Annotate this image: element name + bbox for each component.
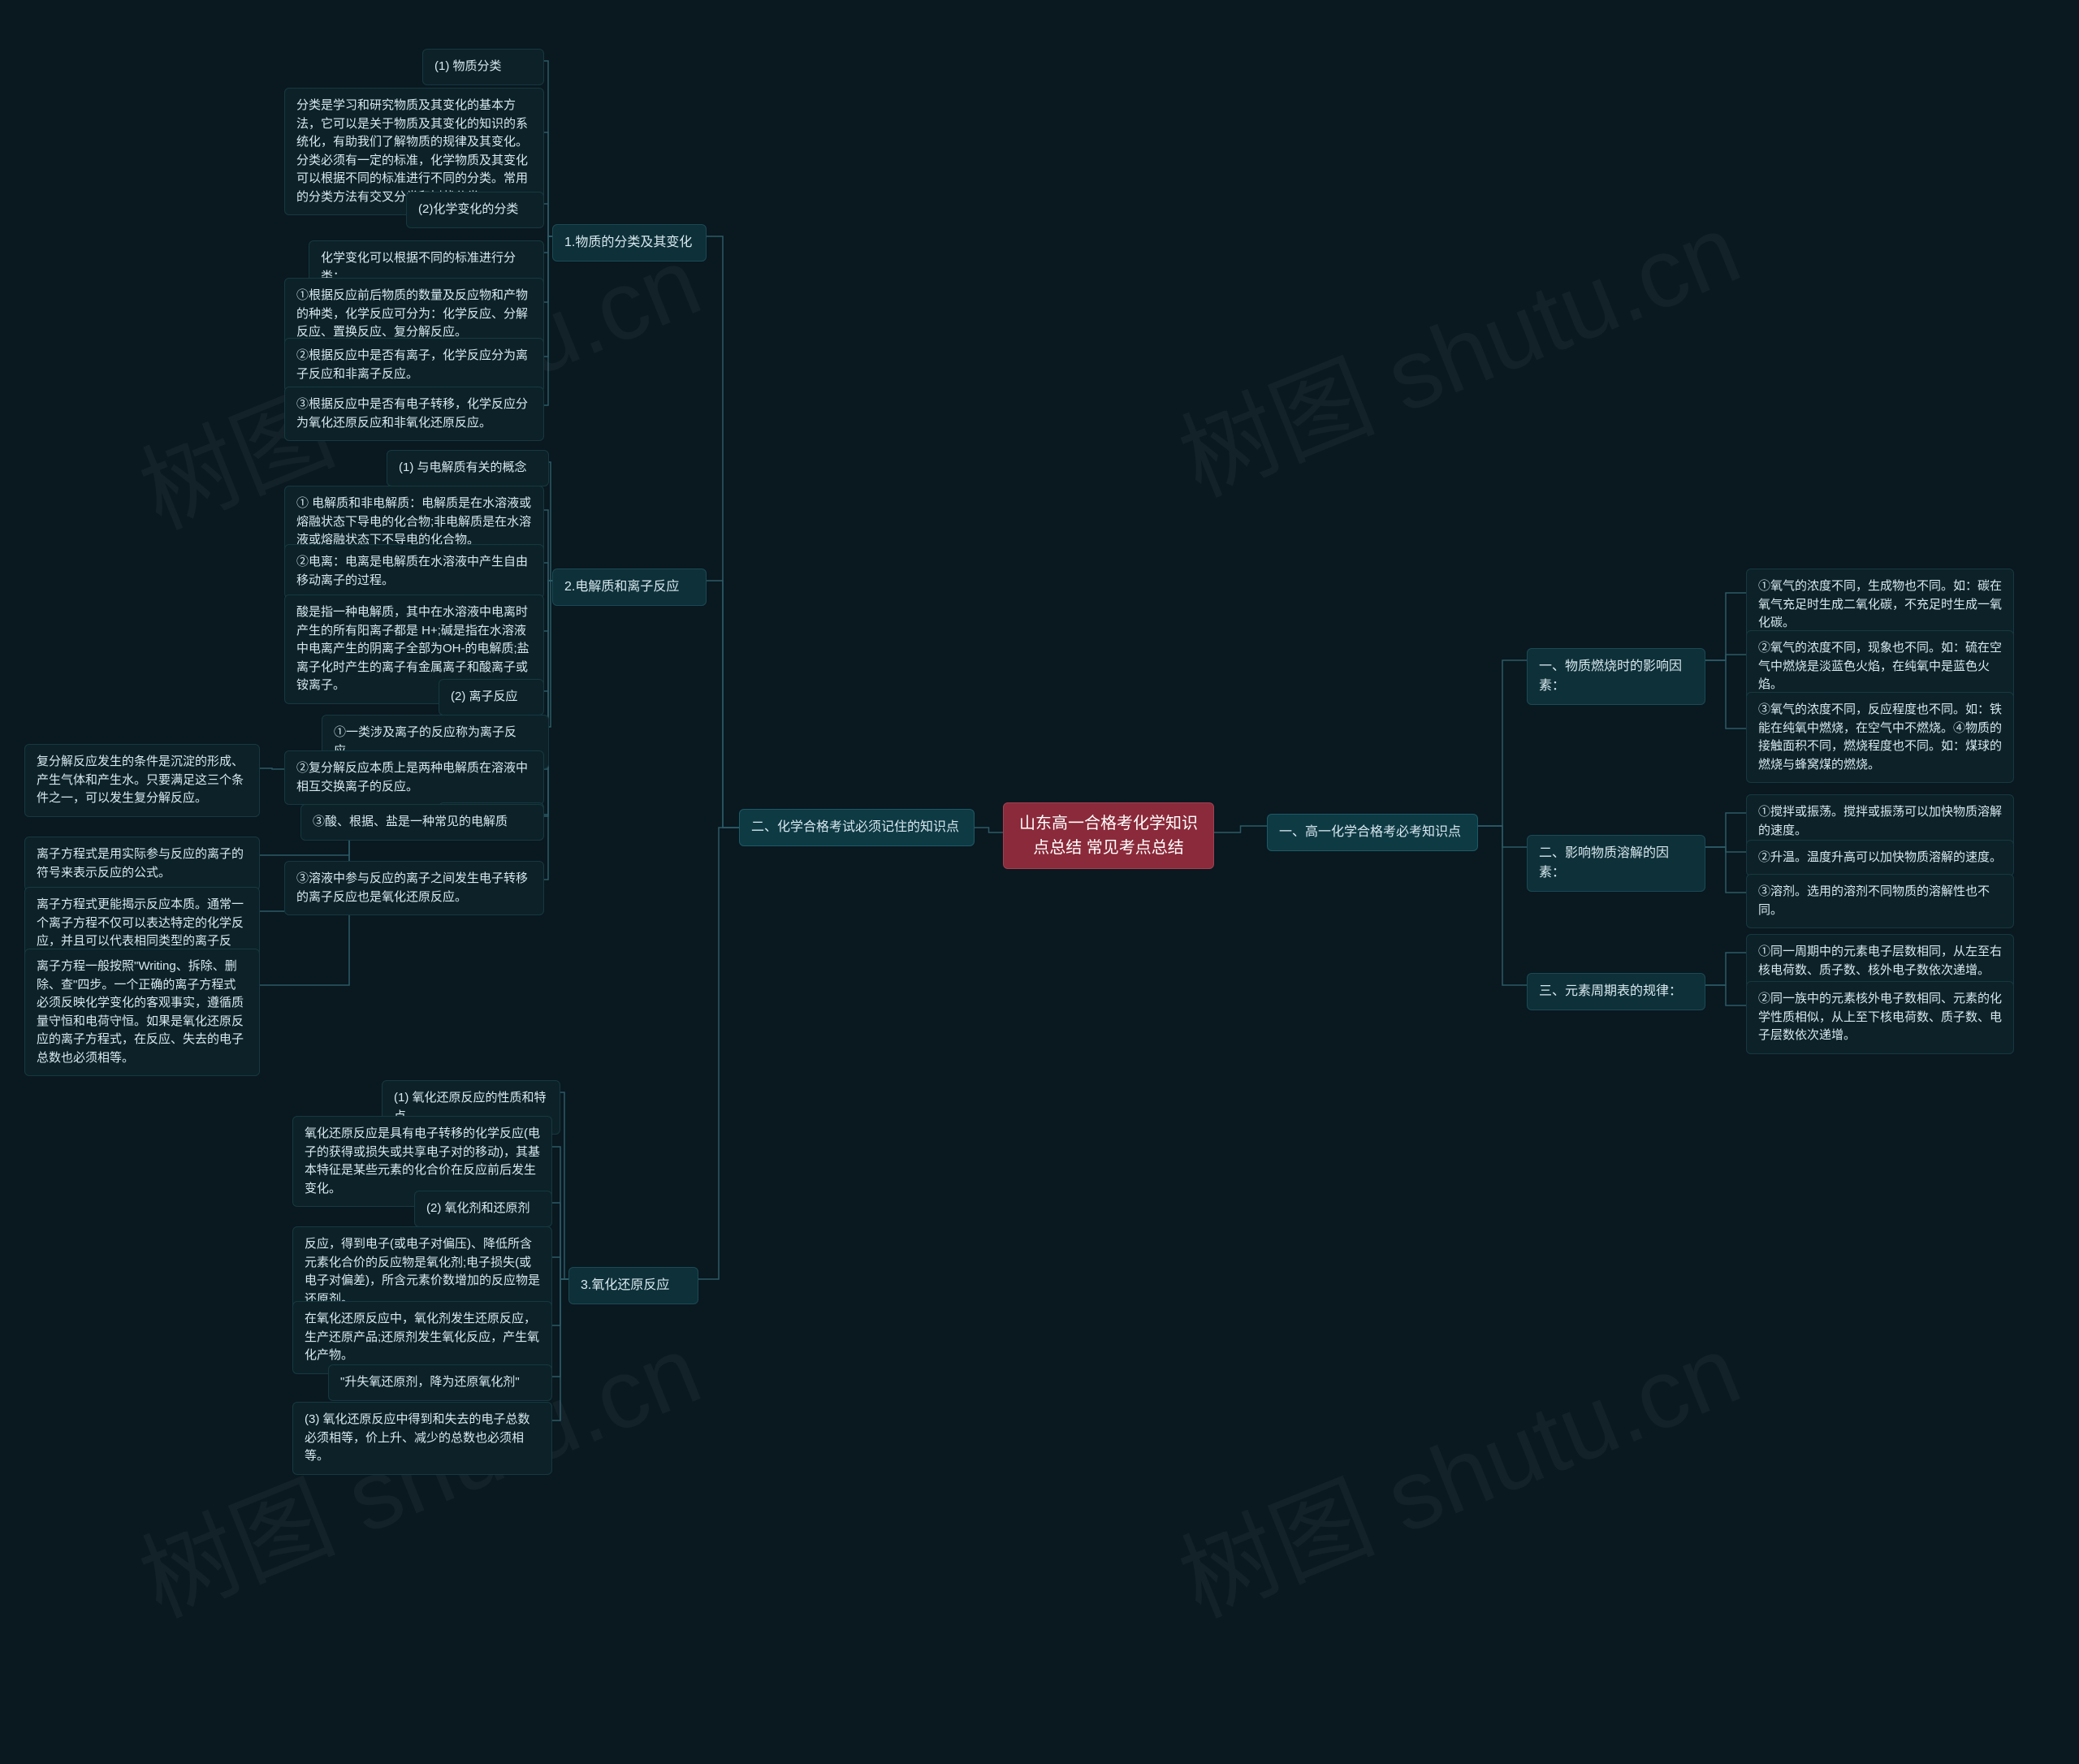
edge — [1478, 826, 1527, 847]
node-l1b10[interactable]: ③酸、根据、盐是一种常见的电解质 — [300, 804, 544, 841]
node-l1b9[interactable]: ③溶液中参与反应的离子之间发生电子转移的离子反应也是氧化还原反应。 — [284, 861, 544, 915]
node-l1a[interactable]: 1.物质的分类及其变化 — [552, 224, 707, 262]
edge — [544, 204, 552, 236]
edge — [544, 581, 552, 631]
watermark: 树图 shutu.cn — [1156, 171, 1757, 523]
node-l1a3[interactable]: (2)化学变化的分类 — [406, 192, 544, 228]
node-l1c6[interactable]: "升失氧还原剂，降为还原氧化剂" — [328, 1364, 552, 1401]
node-l1[interactable]: 二、化学合格考试必须记住的知识点 — [739, 809, 975, 846]
node-l1b7[interactable]: ②复分解反应本质上是两种电解质在溶液中相互交换离子的反应。 — [284, 750, 544, 805]
edge — [1705, 847, 1746, 893]
edge — [1705, 813, 1746, 847]
node-l1a6[interactable]: ②根据反应中是否有离子，化学反应分为离子反应和非离子反应。 — [284, 338, 544, 392]
node-l1a7[interactable]: ③根据反应中是否有电子转移，化学反应分为氧化还原反应和非氧化还原反应。 — [284, 387, 544, 441]
edge — [544, 236, 552, 253]
node-r1b2[interactable]: ②升温。温度升高可以加快物质溶解的速度。 — [1746, 840, 2014, 876]
edge — [698, 828, 739, 1279]
edge — [1705, 953, 1746, 985]
edge — [1705, 660, 1746, 729]
edge — [552, 1147, 568, 1279]
edge — [544, 581, 552, 816]
edge — [1478, 660, 1527, 826]
node-l1b[interactable]: 2.电解质和离子反应 — [552, 569, 707, 606]
node-l1c3[interactable]: (2) 氧化剂和还原剂 — [414, 1191, 552, 1227]
node-l1b3[interactable]: ②电离：电离是电解质在水溶液中产生自由移动离子的过程。 — [284, 544, 544, 599]
node-l1b8a[interactable]: 离子方程式是用实际参与反应的离子的符号来表示反应的公式。 — [24, 837, 260, 891]
node-l1b8c[interactable]: 离子方程一般按照"Writing、拆除、删除、查"四步。一个正确的离子方程式必须… — [24, 949, 260, 1076]
node-root[interactable]: 山东高一合格考化学知识点总结 常见考点总结 — [1003, 802, 1214, 869]
node-r1c2[interactable]: ②同一族中的元素核外电子数相同、元素的化学性质相似，从上至下核电荷数、质子数、电… — [1746, 981, 2014, 1054]
edge — [260, 768, 284, 769]
edge — [544, 563, 552, 581]
edge — [552, 1279, 568, 1420]
edge — [552, 1279, 568, 1325]
edge — [544, 132, 552, 236]
edge — [707, 581, 739, 828]
edge — [975, 828, 1003, 832]
node-l1a1[interactable]: (1) 物质分类 — [422, 49, 544, 85]
edge — [544, 581, 552, 691]
edge — [560, 1092, 568, 1279]
edge — [549, 462, 552, 581]
node-r1b[interactable]: 二、影响物质溶解的因素： — [1527, 835, 1705, 892]
edge — [1478, 826, 1527, 985]
node-r1a3[interactable]: ③氧气的浓度不同，反应程度也不同。如：铁能在纯氧中燃烧，在空气中不燃烧。④物质的… — [1746, 692, 2014, 783]
node-l1b7a[interactable]: 复分解反应发生的条件是沉淀的形成、产生气体和产生水。只要满足这三个条件之一，可以… — [24, 744, 260, 817]
node-r1b3[interactable]: ③溶剂。选用的溶剂不同物质的溶解性也不同。 — [1746, 874, 2014, 928]
edge — [1705, 655, 1746, 660]
node-l1c[interactable]: 3.氧化还原反应 — [568, 1267, 698, 1304]
edge — [544, 236, 552, 405]
watermark: 树图 shutu.cn — [1156, 1291, 1757, 1644]
node-l1b5[interactable]: (2) 离子反应 — [439, 679, 544, 716]
edge — [552, 1203, 568, 1279]
node-l1c5[interactable]: 在氧化还原反应中，氧化剂发生还原反应，生产还原产品;还原剂发生氧化反应，产生氧化… — [292, 1301, 552, 1374]
node-r1a[interactable]: 一、物质燃烧时的影响因素： — [1527, 648, 1705, 705]
edge — [552, 1257, 568, 1279]
edge — [552, 1279, 568, 1377]
edge — [544, 581, 552, 815]
edge — [544, 236, 552, 302]
node-l1b1[interactable]: (1) 与电解质有关的概念 — [387, 450, 549, 486]
edge — [1705, 985, 1746, 1005]
edge — [544, 61, 552, 236]
node-l1c7[interactable]: (3) 氧化还原反应中得到和失去的电子总数必须相等，价上升、减少的总数也必须相等… — [292, 1402, 552, 1475]
edge — [707, 236, 739, 828]
node-r1[interactable]: 一、高一化学合格考必考知识点 — [1267, 814, 1478, 851]
edge — [1705, 847, 1746, 852]
edge — [544, 236, 552, 357]
edge — [1705, 593, 1746, 660]
node-r1c[interactable]: 三、元素周期表的规律： — [1527, 973, 1705, 1010]
edge — [544, 510, 552, 581]
edge — [1214, 826, 1267, 832]
node-r1c1[interactable]: ①同一周期中的元素电子层数相同，从左至右核电荷数、质子数、核外电子数依次递增。 — [1746, 934, 2014, 988]
